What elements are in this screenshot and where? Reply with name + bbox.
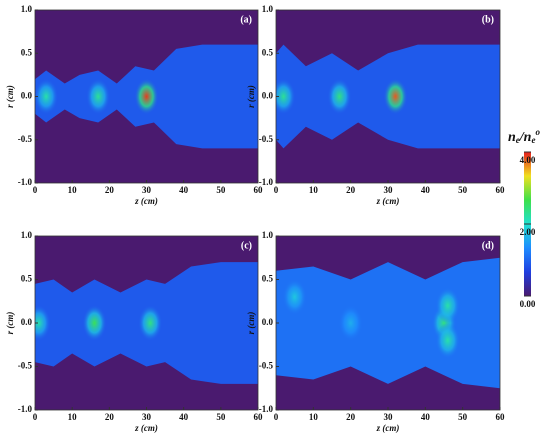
y-tick-label: 0.0 <box>262 317 274 327</box>
panel-label: (a) <box>240 14 252 25</box>
x-tick-label: 20 <box>105 185 115 195</box>
y-axis-title: r (cm) <box>5 85 15 108</box>
panel: 0 10 20 30 40 50 60-1.0-0.50.00.51.0z (cm)r (c… <box>246 230 505 433</box>
y-tick-label: 1.0 <box>21 230 33 240</box>
hotspot <box>383 78 408 115</box>
panel-label: (b) <box>482 14 494 25</box>
hotspot <box>276 78 296 115</box>
x-tick-label: 10 <box>68 412 78 422</box>
y-tick-label: 0.5 <box>21 274 33 284</box>
hotspot <box>282 278 307 315</box>
y-tick-label: 0.0 <box>262 91 274 101</box>
hotspot <box>138 305 163 341</box>
x-tick-label: 10 <box>309 185 319 195</box>
x-tick-label: 10 <box>309 412 319 422</box>
x-axis-title: z (cm) <box>376 196 400 206</box>
plasma-column <box>276 323 500 389</box>
x-tick-label: 0 <box>274 185 279 195</box>
colorbar-tick-label: 2.00 <box>520 227 536 237</box>
y-tick-label: 0.0 <box>21 91 33 101</box>
x-tick-label: 0 <box>33 185 38 195</box>
y-tick-label: -1.0 <box>18 404 33 414</box>
x-axis-title: z (cm) <box>134 423 158 433</box>
x-tick-label: 30 <box>384 185 394 195</box>
x-tick-label: 20 <box>105 412 115 422</box>
y-tick-label: 1.0 <box>262 4 274 14</box>
colorbar-title-part: e <box>531 135 535 145</box>
hotspot <box>327 78 352 115</box>
x-axis-title: z (cm) <box>134 196 158 206</box>
y-tick-label: -0.5 <box>259 361 274 371</box>
x-tick-label: 40 <box>421 412 431 422</box>
x-tick-label: 40 <box>421 185 431 195</box>
y-tick-label: -1.0 <box>18 177 33 187</box>
x-tick-label: 50 <box>216 412 226 422</box>
y-tick-label: 1.0 <box>262 230 274 240</box>
hotspot <box>35 78 59 115</box>
y-tick-label: 0.0 <box>21 317 33 327</box>
colorbar-title-part: e <box>516 135 520 145</box>
hotspot <box>82 305 107 341</box>
x-tick-label: 40 <box>179 412 189 422</box>
y-tick-label: -1.0 <box>259 404 274 414</box>
plasma-column <box>276 257 500 323</box>
x-tick-label: 20 <box>346 185 356 195</box>
y-axis-title: r (cm) <box>246 312 256 335</box>
plot-area <box>35 44 258 149</box>
y-tick-label: 0.5 <box>21 47 33 57</box>
y-tick-label: -0.5 <box>259 134 274 144</box>
x-tick-label: 20 <box>346 412 356 422</box>
plot-area <box>276 44 500 149</box>
x-tick-label: 60 <box>496 412 506 422</box>
y-tick-label: -0.5 <box>18 361 33 371</box>
y-tick-label: 1.0 <box>21 4 33 14</box>
x-tick-label: 50 <box>458 185 468 195</box>
x-tick-label: 40 <box>179 185 189 195</box>
colorbar-tick-label: 4.00 <box>520 155 536 165</box>
x-tick-label: 0 <box>33 412 38 422</box>
panel: 0 10 20 30 40 50 60 -1.0 -0.5 0.0 0.5 1.0 z (cm) r (c… <box>5 4 263 206</box>
hotspot <box>134 78 159 115</box>
x-tick-label: 60 <box>496 185 506 195</box>
hotspot <box>35 305 51 341</box>
x-tick-label: 60 <box>254 412 264 422</box>
y-tick-label: 0.5 <box>262 274 274 284</box>
colorbar-title-part: n <box>508 130 516 145</box>
panel-label: (c) <box>241 240 252 251</box>
panel: 0 10 20 30 40 50 60 -1.0 -0.5 0.0 0.5 1.0 z (cm) r (c… <box>5 230 263 433</box>
x-tick-label: 60 <box>254 185 264 195</box>
colorbar-title-part: o <box>535 127 540 137</box>
y-axis-title: r (cm) <box>246 85 256 108</box>
panel: 0 10 20 30 40 50 60-1.0-0.50.00.51.0z (cm)r (c… <box>246 4 505 206</box>
y-axis-title: r (cm) <box>5 312 15 335</box>
panel-label: (d) <box>482 240 494 251</box>
y-tick-label: 0.5 <box>262 47 274 57</box>
colorbar-title-part: /n <box>519 130 532 145</box>
x-tick-label: 30 <box>384 412 394 422</box>
colorbar-title: ne/neo <box>508 127 540 145</box>
plot-area <box>276 257 500 389</box>
plot-area <box>35 262 258 384</box>
y-tick-label: -1.0 <box>259 177 274 187</box>
colorbar-tick-label: 0.00 <box>520 299 536 309</box>
hotspot <box>435 287 460 324</box>
hotspot <box>86 78 111 115</box>
x-tick-label: 10 <box>68 185 78 195</box>
x-tick-label: 50 <box>216 185 226 195</box>
y-tick-label: -0.5 <box>18 134 33 144</box>
hotspot <box>338 305 363 341</box>
x-axis-title: z (cm) <box>376 423 400 433</box>
x-tick-label: 30 <box>142 412 152 422</box>
hotspot <box>435 322 460 359</box>
x-tick-label: 0 <box>274 412 279 422</box>
x-tick-label: 50 <box>458 412 468 422</box>
x-tick-label: 30 <box>142 185 152 195</box>
